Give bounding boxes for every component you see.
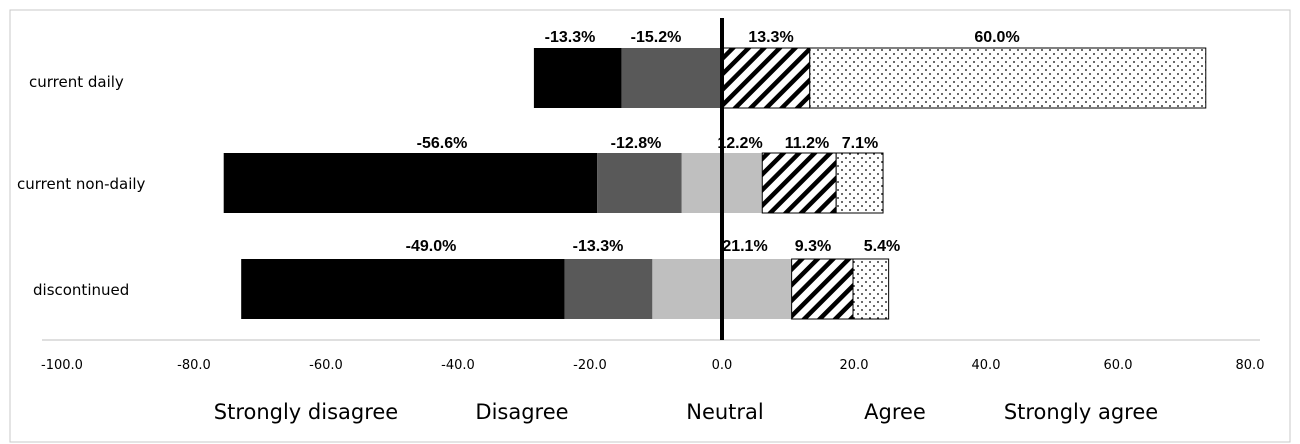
data-label: 13.3% [748,29,793,46]
x-tick-label: -60.0 [309,358,343,373]
bar-segment-agree [791,258,854,320]
bar-segment-strongly-disagree [241,259,565,319]
legend-entry: Agree [864,400,926,424]
x-tick-label: 80.0 [1236,358,1265,373]
bar-segment-disagree [621,48,722,108]
data-label: 9.3% [795,238,831,255]
data-label: -13.3% [573,238,624,255]
category-label: current non-daily [17,175,146,193]
data-label: -12.8% [611,135,662,152]
data-label: 60.0% [974,29,1019,46]
x-tick-label: 20.0 [840,358,869,373]
data-label: 5.4% [864,238,900,255]
legend-entry: Strongly disagree [214,400,398,424]
data-label: 21.1% [722,238,767,255]
data-label: -49.0% [406,238,457,255]
bar-segment-disagree [597,153,682,213]
x-tick-label: -80.0 [177,358,211,373]
bar-segment-agree [721,47,811,109]
legend-entry: Strongly agree [1004,400,1158,424]
data-label: 11.2% [785,135,829,152]
data-label: 7.1% [842,135,878,152]
bar-segment-agree [761,152,837,214]
x-tick-label: 60.0 [1104,358,1133,373]
data-label: -56.6% [417,135,468,152]
category-label: current daily [29,73,124,91]
bar-segment-strongly-agree [809,47,1207,109]
x-tick-label: -40.0 [441,358,475,373]
legend-entry: Neutral [686,400,764,424]
bar-segment-disagree [564,259,653,319]
bar-segment-strongly-agree [835,152,884,214]
bar-segment-strongly-disagree [223,153,598,213]
data-label: 12.2% [717,135,762,152]
x-tick-label: 40.0 [972,358,1001,373]
x-tick-label: -100.0 [41,358,83,373]
x-tick-label: -20.0 [573,358,607,373]
legend-entry: Disagree [475,400,568,424]
x-tick-label: 0.0 [712,358,733,373]
category-label: discontinued [33,281,129,299]
bar-segment-strongly-disagree [533,48,622,108]
data-label: -15.2% [631,29,682,46]
bar-segment-strongly-agree [852,258,890,320]
data-label: -13.3% [545,29,596,46]
